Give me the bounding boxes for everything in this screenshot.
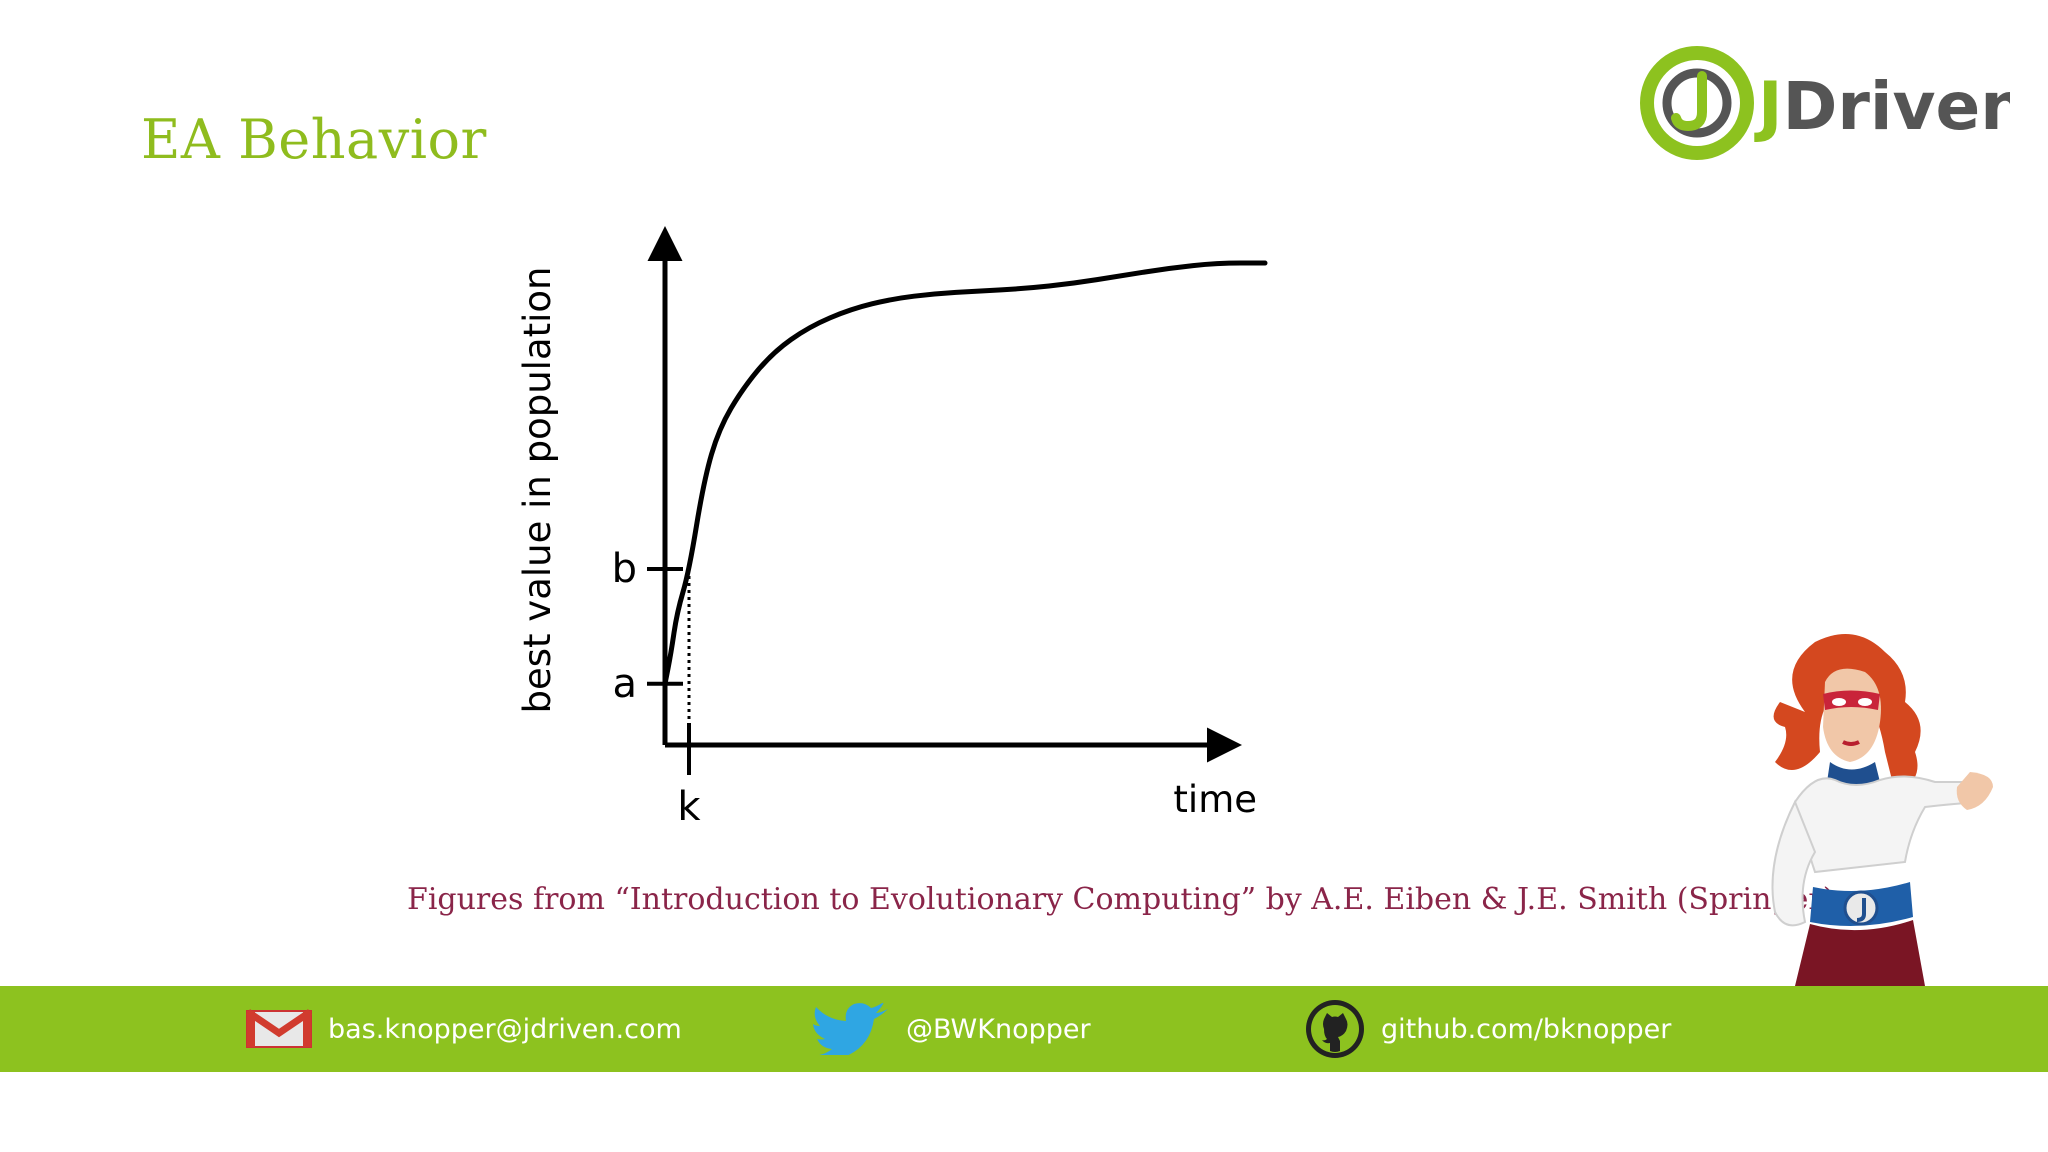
logo-ring-inner (1662, 68, 1732, 138)
jdriven-logo: JDriven (1640, 46, 2010, 160)
slide-title: EA Behavior (141, 108, 487, 171)
y-axis-label: best value in population (516, 267, 559, 714)
x-tick-label-k: k (677, 784, 701, 830)
superhero-mascot-illustration (1771, 634, 1993, 986)
logo-text-driven: Driven (1783, 68, 2010, 145)
logo-ring-outer (1640, 46, 1754, 160)
footer-bar: bas.knopper@jdriven.com @BWKnopper githu… (0, 986, 2048, 1072)
github-contact[interactable]: github.com/bknopper (1305, 986, 1671, 1072)
github-url-text: github.com/bknopper (1381, 1013, 1672, 1045)
email-contact[interactable]: bas.knopper@jdriven.com (246, 986, 682, 1072)
email-text: bas.knopper@jdriven.com (328, 1013, 682, 1045)
logo-text-j: J (1754, 68, 1783, 145)
github-icon (1306, 1000, 1364, 1058)
y-tick-label-a: a (612, 661, 637, 707)
svg-text:JDriven: JDriven (1754, 68, 2010, 145)
x-axis-label: time (1173, 778, 1257, 821)
gmail-icon (246, 1009, 312, 1048)
twitter-icon (813, 1003, 888, 1055)
twitter-contact[interactable]: @BWKnopper (812, 986, 1091, 1072)
figure-caption: Figures from “Introduction to Evolutiona… (407, 882, 1835, 917)
y-tick-label-b: b (612, 546, 637, 592)
series-line-0 (662, 260, 1268, 687)
logo-j-mark (1671, 71, 1707, 132)
twitter-handle-text: @BWKnopper (906, 1013, 1091, 1045)
ea-behavior-chart: a b k best value in population time (516, 226, 1268, 830)
